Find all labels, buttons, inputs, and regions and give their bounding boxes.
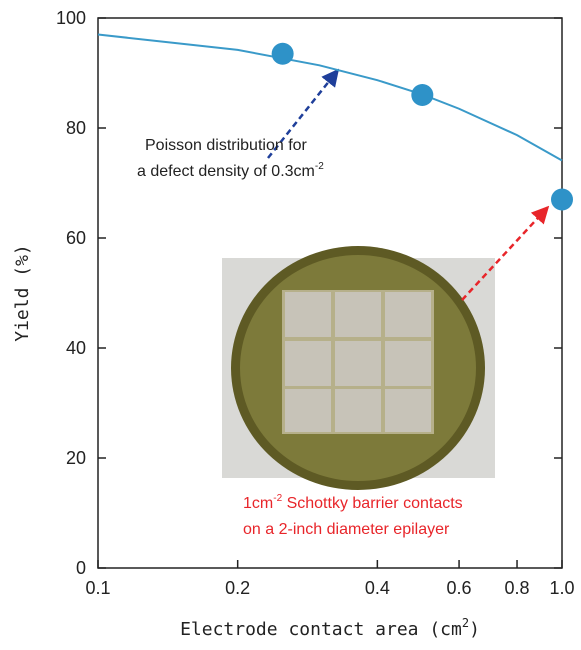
- annotation: on a 2-inch diameter epilayer: [243, 521, 450, 538]
- x-tick-label: 0.2: [225, 578, 250, 598]
- annotation: Poisson distribution for: [145, 137, 308, 154]
- annotation: a defect density of 0.3cm-2: [137, 161, 324, 180]
- x-tick-label: 0.8: [505, 578, 530, 598]
- y-tick-label: 0: [76, 558, 86, 578]
- data-point: [272, 43, 294, 65]
- annotation: 1cm: [243, 495, 273, 512]
- x-axis-label: Electrode contact area (cm: [180, 619, 462, 640]
- x-axis-label: Electrode contact area (cm2): [180, 616, 480, 640]
- y-tick-label: 20: [66, 448, 86, 468]
- x-tick-label: 0.1: [85, 578, 110, 598]
- y-tick-label: 60: [66, 228, 86, 248]
- y-tick-label: 100: [56, 8, 86, 28]
- annotation: -2: [315, 161, 324, 172]
- x-tick-label: 1.0: [549, 578, 574, 598]
- y-axis-label: Yield (%): [12, 244, 33, 342]
- y-tick-label: 40: [66, 338, 86, 358]
- wafer-photo: [222, 246, 495, 490]
- annotation: a defect density of 0.3cm: [137, 163, 315, 180]
- x-tick-label: 0.6: [447, 578, 472, 598]
- chart: Poisson distribution for a defect densit…: [0, 0, 581, 650]
- y-tick-label: 80: [66, 118, 86, 138]
- annotation: Schottky barrier contacts: [282, 495, 463, 512]
- data-point: [411, 84, 433, 106]
- data-point: [551, 189, 573, 211]
- x-axis-label: 2: [462, 616, 469, 630]
- annotation: 1cm-2 Schottky barrier contacts: [243, 493, 463, 512]
- x-axis-label: ): [469, 619, 480, 640]
- x-tick-label: 0.4: [365, 578, 390, 598]
